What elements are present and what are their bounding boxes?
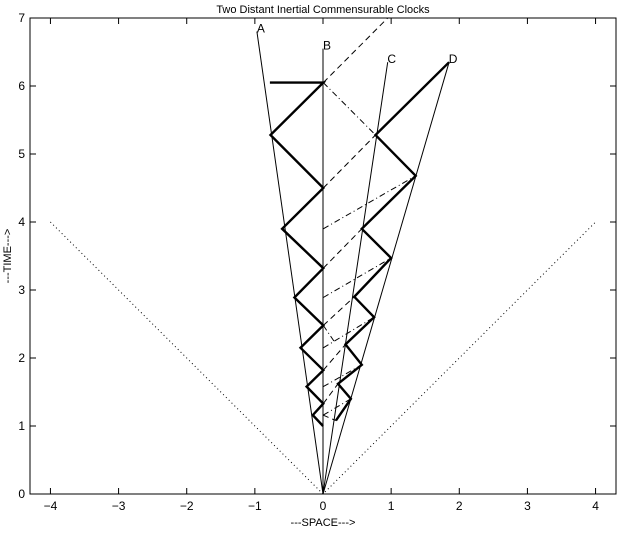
x-tick-label: 0 xyxy=(320,499,327,513)
y-tick-label: 5 xyxy=(18,147,25,161)
y-tick-label: 1 xyxy=(18,419,25,433)
worldline-label-a: A xyxy=(257,22,265,36)
plot-marks xyxy=(50,18,596,494)
clock-left-zigzag xyxy=(268,81,327,427)
y-tick-label: 6 xyxy=(18,79,25,93)
signal-dashdot-6 xyxy=(322,325,335,342)
signal-dashdot-1 xyxy=(323,364,363,388)
x-tick-label: −4 xyxy=(44,499,58,513)
axis-ticks: −4 −3 −2 −1 0 1 2 3 4 0 1 2 3 4 5 6 7 xyxy=(18,11,616,513)
x-tick-label: −2 xyxy=(180,499,194,513)
worldline-a xyxy=(256,31,324,494)
y-tick-label: 3 xyxy=(18,283,25,297)
y-tick-label: 7 xyxy=(18,11,25,25)
signal-dashdot-0 xyxy=(323,398,352,416)
light-cone-0 xyxy=(50,221,596,494)
signal-dashdot-4 xyxy=(323,175,416,230)
y-tick-label: 2 xyxy=(18,351,25,365)
signal-dashed-2 xyxy=(322,344,346,371)
worldline-label-c: C xyxy=(387,52,396,66)
x-tick-label: 4 xyxy=(592,499,599,513)
x-tick-label: 2 xyxy=(456,499,463,513)
x-axis-label: ---SPACE---> xyxy=(291,517,356,529)
signal-dashdot-5 xyxy=(322,82,376,136)
signal-dashdot-3 xyxy=(323,257,392,298)
signal-dashed-5 xyxy=(322,134,376,189)
x-tick-label: −1 xyxy=(248,499,262,513)
y-tick-label: 4 xyxy=(18,215,25,229)
x-tick-label: 3 xyxy=(524,499,531,513)
signal-dashdot-2 xyxy=(323,316,375,349)
signal-dashed-0 xyxy=(322,414,337,422)
signal-dashed-4 xyxy=(322,228,363,269)
signal-dashed-6 xyxy=(322,18,389,83)
plot-area: A B C D xyxy=(50,18,596,494)
y-axis-label: ---TIME---> xyxy=(2,229,14,284)
signal-dashed-1 xyxy=(322,383,339,404)
worldline-label-b: B xyxy=(323,39,331,53)
chart-title: Two Distant Inertial Commensurable Clock… xyxy=(216,4,430,16)
worldline-label-d: D xyxy=(449,52,458,66)
y-tick-label: 0 xyxy=(18,487,25,501)
signal-dashed-3 xyxy=(322,296,355,326)
x-tick-label: 1 xyxy=(388,499,395,513)
x-tick-label: −3 xyxy=(112,499,126,513)
clock-right-zigzag xyxy=(334,61,450,422)
worldline-d xyxy=(322,62,450,494)
